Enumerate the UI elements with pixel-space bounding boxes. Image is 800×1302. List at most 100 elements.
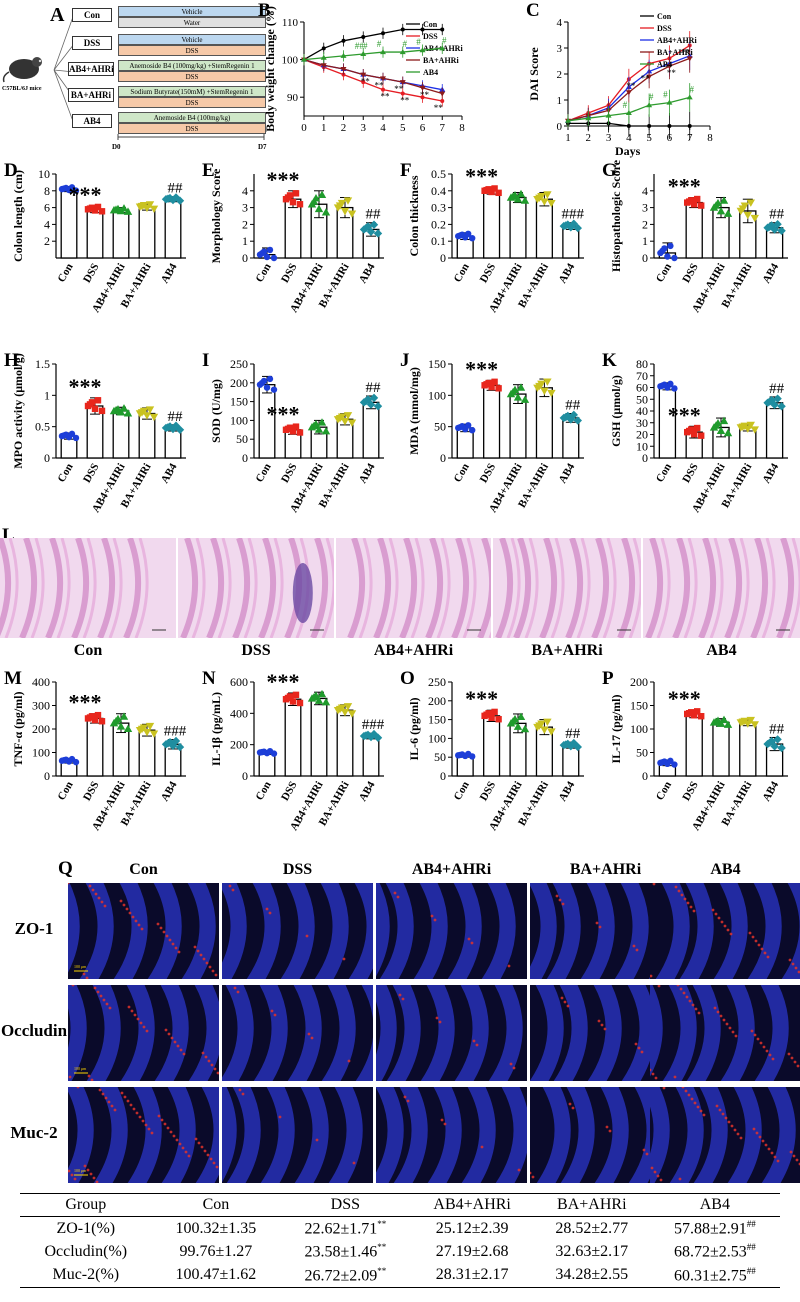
immunofluorescence-image xyxy=(650,1087,800,1183)
bar xyxy=(685,201,703,259)
schematic-group-label: DSS xyxy=(72,36,112,50)
red-signal xyxy=(435,1016,439,1020)
red-signal xyxy=(756,1037,760,1041)
data-point xyxy=(491,708,498,716)
significance-mark: ** xyxy=(377,1219,387,1229)
tissue-fold xyxy=(617,538,636,638)
y-tick-label: 250 xyxy=(428,675,446,689)
y-tick-label: 2 xyxy=(242,217,248,231)
mouse-strain-label: C57BL/6J mice xyxy=(2,86,42,92)
y-tick-label: 0 xyxy=(440,451,446,465)
data-point xyxy=(168,424,178,434)
x-tick-label: 4 xyxy=(380,122,386,134)
red-signal xyxy=(393,891,397,895)
significance-label: *** xyxy=(69,182,102,207)
data-point xyxy=(483,711,490,718)
y-tick-label: 3 xyxy=(242,201,248,215)
nuclei-band xyxy=(560,1087,595,1183)
red-signal xyxy=(139,1021,143,1025)
legend-label: BA+AHRi xyxy=(657,48,693,57)
red-signal xyxy=(216,1071,219,1075)
data-point xyxy=(309,692,319,701)
y-axis-label: IL-1β (pg/mL) xyxy=(209,692,223,766)
red-signal xyxy=(717,916,721,920)
fluorescence-signal xyxy=(376,1087,527,1183)
data-point xyxy=(719,715,729,723)
tissue-fold xyxy=(602,538,617,638)
red-signal xyxy=(103,904,107,908)
bar xyxy=(138,412,156,459)
tissue-fold xyxy=(243,538,258,638)
schematic-group-label: Con xyxy=(72,8,112,22)
red-signal xyxy=(165,934,169,938)
x-tick-label: AB4 xyxy=(357,779,378,803)
red-signal xyxy=(398,993,402,997)
red-signal xyxy=(555,894,559,898)
red-signal xyxy=(685,995,689,999)
red-signal xyxy=(767,1147,771,1151)
x-tick-label: AB4 xyxy=(557,779,578,803)
tissue-fold xyxy=(750,538,769,638)
fluorescence-signal: 100 μm xyxy=(68,1087,219,1183)
data-point xyxy=(738,423,747,431)
data-point xyxy=(292,423,300,430)
y-tick-label: 4 xyxy=(642,184,648,198)
data-point xyxy=(149,205,159,213)
data-point xyxy=(495,716,502,723)
red-signal xyxy=(603,1027,607,1031)
tissue-fold xyxy=(410,538,425,638)
histology-tissue xyxy=(347,538,491,638)
red-signal xyxy=(702,1113,706,1117)
red-signal xyxy=(166,1126,170,1130)
red-signal xyxy=(765,1049,769,1053)
panel-label: E xyxy=(202,160,215,181)
red-signal xyxy=(734,1034,738,1038)
tissue-fold xyxy=(217,538,232,638)
red-signal xyxy=(652,883,656,886)
nuclei-band xyxy=(650,985,663,1077)
data-point xyxy=(60,757,68,764)
red-signal xyxy=(270,1009,274,1013)
data-point xyxy=(270,750,278,757)
bar xyxy=(509,196,527,259)
nuclei-band xyxy=(93,1087,128,1183)
nuclei-band xyxy=(693,1087,728,1183)
red-signal xyxy=(162,930,166,934)
nuclei-band xyxy=(120,985,155,1081)
y-tick-label: 2 xyxy=(44,234,50,248)
schematic-induction-bar: DSS xyxy=(118,123,266,134)
x-tick-label: 0 xyxy=(301,122,307,134)
red-signal xyxy=(689,905,693,909)
data-point xyxy=(686,198,693,205)
tissue-fold xyxy=(576,538,591,638)
significance-label: ** xyxy=(375,80,385,90)
significance-label: ** xyxy=(420,90,430,100)
data-point xyxy=(72,758,80,766)
schematic-induction-bar: DSS xyxy=(118,45,266,56)
data-point xyxy=(488,188,495,196)
red-signal xyxy=(571,1106,575,1110)
data-point xyxy=(420,27,425,32)
data-point xyxy=(698,432,705,439)
y-tick-label: 0.4 xyxy=(431,184,446,198)
fluorescence-signal xyxy=(376,883,516,979)
data-point xyxy=(535,382,544,391)
red-signal xyxy=(131,915,135,919)
red-signal xyxy=(755,1131,759,1135)
data-point xyxy=(94,397,102,404)
data-point xyxy=(543,191,552,199)
y-tick-label: 200 xyxy=(428,694,446,708)
y-tick-label: 2 xyxy=(557,69,563,81)
y-tick-label: 20 xyxy=(636,428,648,442)
y-tick-label: 0.5 xyxy=(35,420,50,434)
significance-label: ## xyxy=(769,721,785,737)
red-signal xyxy=(199,953,203,957)
data-point xyxy=(671,385,678,392)
data-point xyxy=(547,200,556,208)
red-signal xyxy=(204,1055,208,1059)
tissue-fold xyxy=(310,538,329,638)
tissue-fold xyxy=(206,538,225,638)
data-point xyxy=(320,63,327,69)
nuclei-band xyxy=(650,1087,670,1183)
